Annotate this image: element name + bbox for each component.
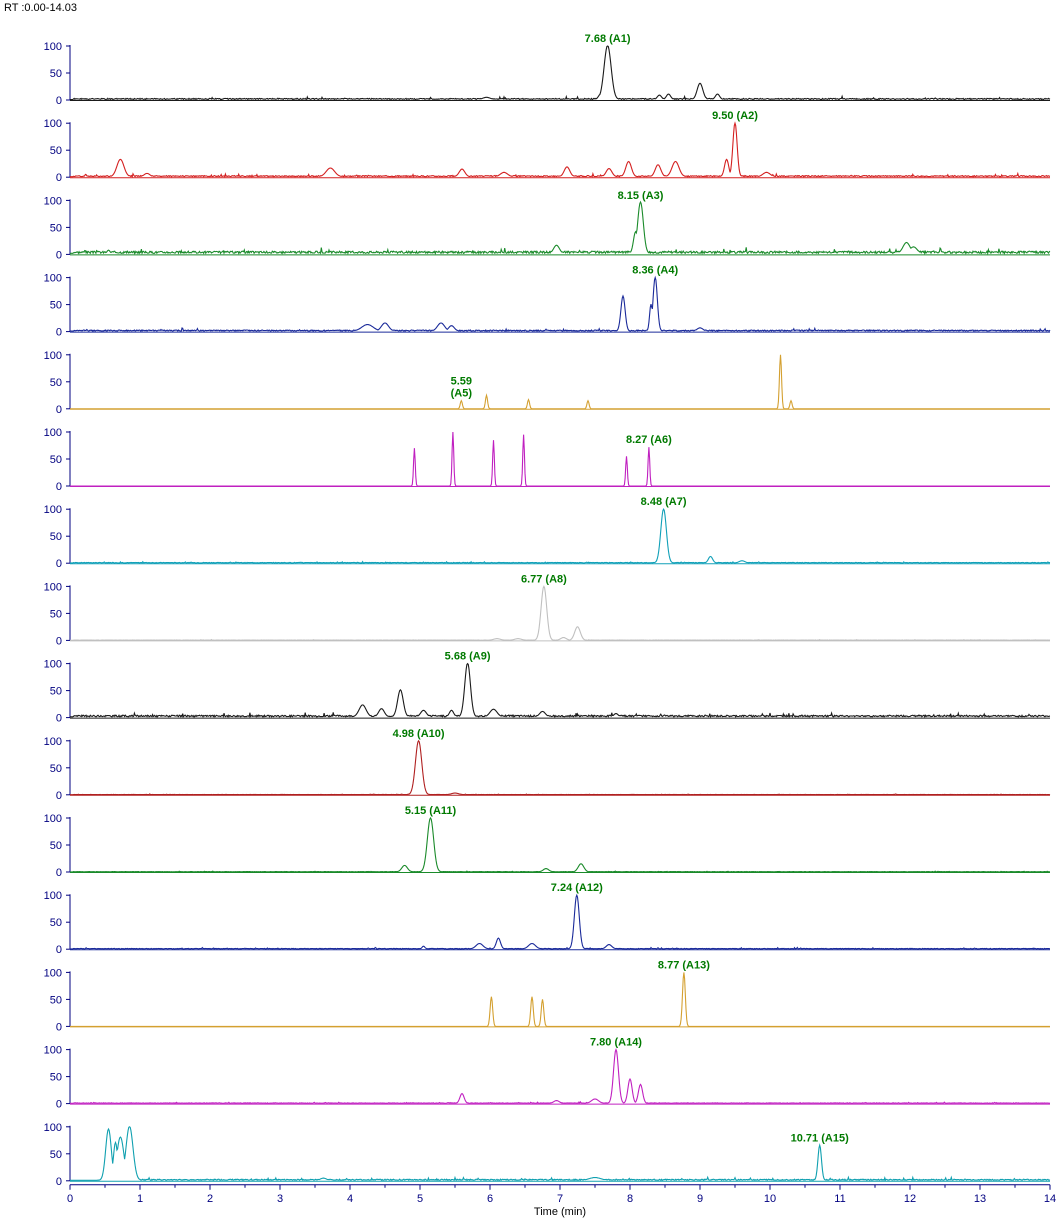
y-tick-label: 0 xyxy=(56,635,62,647)
trace-2 xyxy=(70,121,1051,178)
peak-label: 8.27 (A6) xyxy=(626,434,672,446)
y-tick-label: 0 xyxy=(56,481,62,493)
y-tick-label: 50 xyxy=(50,763,62,775)
y-tick-label: 0 xyxy=(56,1176,62,1188)
trace-6 xyxy=(70,431,1050,487)
y-tick-label: 50 xyxy=(50,68,62,80)
y-tick-label: 100 xyxy=(44,195,62,207)
y-tick-label: 50 xyxy=(50,531,62,543)
trace-9 xyxy=(70,662,1051,718)
y-tick-label: 50 xyxy=(50,608,62,620)
y-tick-label: 50 xyxy=(50,994,62,1006)
y-tick-label: 0 xyxy=(56,172,62,184)
y-tick-label: 0 xyxy=(56,790,62,802)
x-tick-label: 14 xyxy=(1044,1193,1056,1205)
y-tick-label: 0 xyxy=(56,1021,62,1033)
y-tick-label: 100 xyxy=(44,736,62,748)
x-tick-label: 9 xyxy=(697,1193,703,1205)
y-tick-label: 50 xyxy=(50,1149,62,1161)
y-tick-label: 0 xyxy=(56,867,62,879)
trace-5 xyxy=(70,354,1050,410)
peak-label: 7.80 (A14) xyxy=(590,1037,642,1049)
peak-label: 10.71 (A15) xyxy=(791,1133,849,1145)
trace-8 xyxy=(70,585,1051,641)
y-tick-label: 50 xyxy=(50,377,62,389)
rt-range-label: RT :0.00-14.03 xyxy=(4,2,77,14)
y-tick-label: 100 xyxy=(44,659,62,671)
y-tick-label: 50 xyxy=(50,145,62,157)
peak-label: 5.68 (A9) xyxy=(445,651,491,663)
y-tick-label: 100 xyxy=(44,427,62,439)
y-tick-label: 100 xyxy=(44,504,62,516)
x-tick-label: 3 xyxy=(277,1193,283,1205)
x-tick-label: 8 xyxy=(627,1193,633,1205)
peak-label: 5.59 xyxy=(451,376,472,388)
x-axis-label: Time (min) xyxy=(534,1206,586,1218)
x-tick-label: 7 xyxy=(557,1193,563,1205)
y-tick-label: 50 xyxy=(50,1072,62,1084)
y-tick-label: 0 xyxy=(56,713,62,725)
x-tick-label: 2 xyxy=(207,1193,213,1205)
trace-7 xyxy=(70,507,1051,564)
y-tick-label: 0 xyxy=(56,404,62,416)
y-tick-label: 0 xyxy=(56,944,62,956)
y-tick-label: 50 xyxy=(50,840,62,852)
y-tick-label: 0 xyxy=(56,1099,62,1111)
peak-label: 4.98 (A10) xyxy=(393,728,445,740)
x-tick-label: 5 xyxy=(417,1193,423,1205)
y-tick-label: 100 xyxy=(44,581,62,593)
y-tick-label: 100 xyxy=(44,890,62,902)
peak-label: (A5) xyxy=(451,388,473,400)
trace-10 xyxy=(70,739,1051,796)
y-tick-label: 100 xyxy=(44,1045,62,1057)
y-tick-label: 0 xyxy=(56,249,62,261)
y-tick-label: 100 xyxy=(44,118,62,130)
y-tick-label: 50 xyxy=(50,454,62,466)
y-tick-label: 100 xyxy=(44,273,62,285)
peak-label: 8.15 (A3) xyxy=(618,190,664,202)
y-tick-label: 0 xyxy=(56,327,62,339)
peak-label: 7.24 (A12) xyxy=(551,882,603,894)
x-tick-label: 10 xyxy=(764,1193,776,1205)
y-tick-label: 50 xyxy=(50,300,62,312)
y-tick-label: 100 xyxy=(44,967,62,979)
x-tick-label: 4 xyxy=(347,1193,353,1205)
peak-label: 6.77 (A8) xyxy=(521,573,567,585)
trace-3 xyxy=(70,200,1051,256)
trace-4 xyxy=(70,275,1051,332)
peak-label: 8.48 (A7) xyxy=(641,496,687,508)
y-tick-label: 100 xyxy=(44,1122,62,1134)
peak-label: 7.68 (A1) xyxy=(585,33,631,45)
trace-12 xyxy=(70,893,1050,950)
peak-label: 9.50 (A2) xyxy=(712,110,758,122)
x-tick-label: 0 xyxy=(67,1193,73,1205)
trace-14 xyxy=(70,1048,1051,1105)
y-tick-label: 50 xyxy=(50,222,62,234)
x-tick-label: 6 xyxy=(487,1193,493,1205)
trace-15 xyxy=(70,1126,1051,1182)
trace-11 xyxy=(70,816,1050,873)
peak-label: 8.77 (A13) xyxy=(658,959,710,971)
y-tick-label: 50 xyxy=(50,686,62,698)
peak-label: 5.15 (A11) xyxy=(405,805,457,817)
y-tick-label: 50 xyxy=(50,917,62,929)
x-tick-label: 13 xyxy=(974,1193,986,1205)
x-tick-label: 1 xyxy=(137,1193,143,1205)
y-tick-label: 0 xyxy=(56,95,62,107)
x-tick-label: 11 xyxy=(834,1193,845,1205)
trace-13 xyxy=(70,972,1050,1027)
y-tick-label: 100 xyxy=(44,350,62,362)
y-tick-label: 100 xyxy=(44,41,62,53)
peak-label: 8.36 (A4) xyxy=(632,265,678,277)
trace-1 xyxy=(70,45,1051,101)
y-tick-label: 100 xyxy=(44,813,62,825)
y-tick-label: 0 xyxy=(56,558,62,570)
x-tick-label: 12 xyxy=(904,1193,916,1205)
